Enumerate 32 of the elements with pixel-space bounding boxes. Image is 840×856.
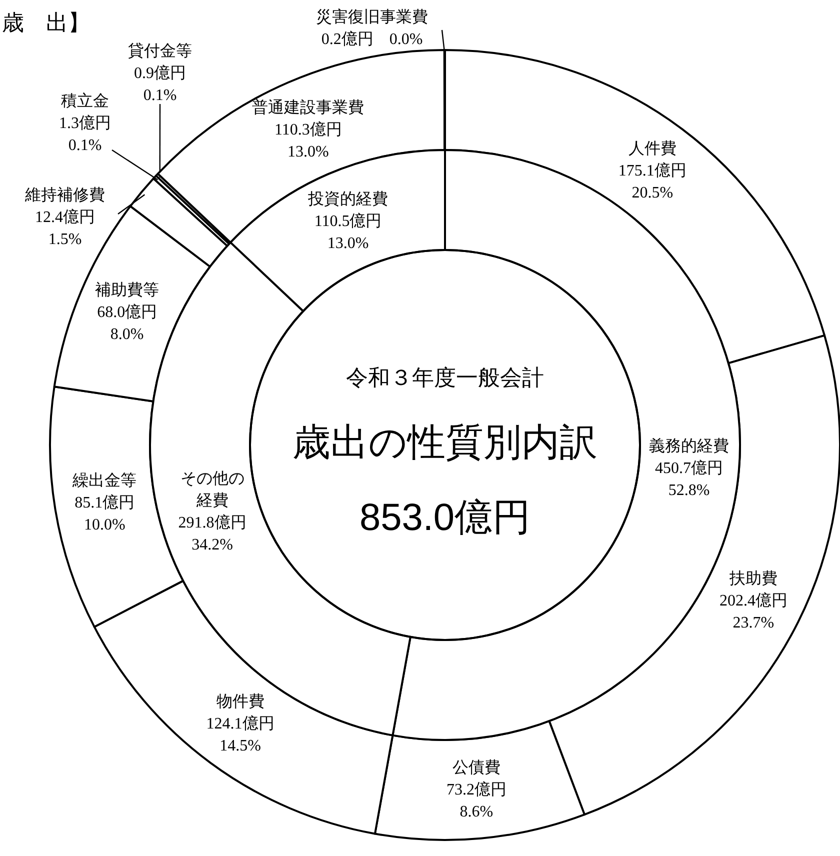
slice-label: 義務的経費 [649,436,730,455]
data-label: 85.1億円 10.0% [74,494,135,534]
data-label: 202.4億円 23.7% [719,592,788,632]
data-label: 450.7億円 52.8% [655,458,724,499]
slice-label: 繰出金等 [72,472,137,490]
slice-label: 災害復旧事業費 [316,8,428,26]
slice-label: 維持補修費 [24,186,105,204]
chart-title: 歳 出】 [2,10,90,35]
data-label: 110.5億円 13.0% [314,212,382,252]
slice-label: 補助費等 [95,281,160,300]
slice-label: 積立金 [61,92,109,110]
data-label: 68.0億円 8.0% [97,303,158,344]
data-label: 110.3億円 13.0% [274,120,342,160]
data-label: 124.1億円 14.5% [206,714,274,755]
data-label: 291.8億円 34.2% [178,514,246,554]
data-label: 12.4億円 1.5% [35,208,95,248]
data-label: 0.9億円 0.1% [134,64,186,104]
slice-label: 人件費 [628,139,676,158]
slice-label: 貸付金等 [128,42,192,60]
data-label: 0.2億円 0.0% [321,30,423,48]
slice-label: 公債費 [452,758,500,777]
text: 令和３年度一般会計 [346,365,544,390]
data-label: 175.1億円 20.5% [618,161,686,202]
slice-label: 普通建設事業費 [252,98,364,116]
text: 歳出の性質別内訳 [292,422,598,464]
data-label: 1.3億円 0.1% [59,114,111,154]
text: 853.0億円 [359,497,531,539]
slice-label: その他の経費 [180,470,244,510]
slice-label: 扶助費 [728,570,778,588]
data-label: 73.2億円 8.6% [446,780,506,821]
slice-label: 物件費 [216,692,264,711]
slice-label: 投資的経費 [307,190,388,208]
